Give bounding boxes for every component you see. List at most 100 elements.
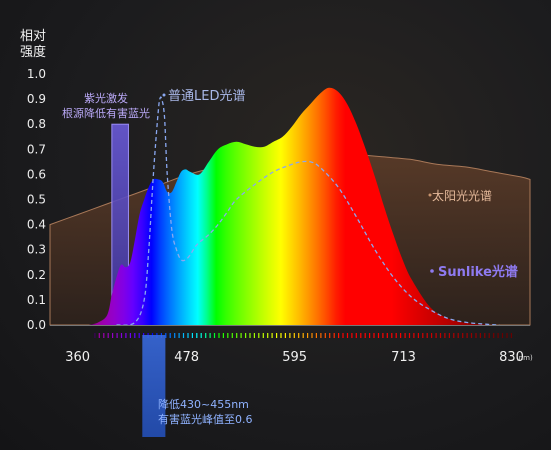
y-axis-ticks: 0.0 0.1 0.2 0.3 0.4 0.5 0.6 0.7 0.8 0.9 1.0 — [27, 67, 46, 332]
wavelength-tick-mark — [448, 333, 450, 338]
wavelength-tick-mark — [258, 333, 260, 338]
wavelength-tick-mark — [245, 333, 247, 338]
wavelength-tick-mark — [311, 333, 313, 338]
x-tick-label: 830 — [499, 350, 524, 365]
wavelength-tick-mark — [510, 333, 512, 338]
legend-dot-sunlight — [428, 193, 432, 197]
y-axis-label-line2: 强度 — [20, 44, 46, 60]
wavelength-tick-mark — [103, 333, 105, 338]
y-tick-label: 0.9 — [27, 92, 46, 106]
annotation-blue-line1: 降低430~455nm — [158, 397, 249, 411]
wavelength-tick-mark — [125, 333, 127, 338]
wavelength-tick-mark — [333, 333, 335, 338]
wavelength-tick-mark — [253, 333, 255, 338]
wavelength-tick-mark — [462, 333, 464, 338]
wavelength-tick-mark — [320, 333, 322, 338]
wavelength-tick-mark — [107, 333, 109, 338]
wavelength-tick-mark — [457, 333, 459, 338]
wavelength-tick-mark — [346, 333, 349, 338]
x-axis-labels: 360 478 595 713 830 — [65, 350, 524, 365]
wavelength-tick-mark — [417, 333, 419, 338]
wavelength-tick-mark — [209, 333, 211, 338]
y-tick-label: 0.1 — [27, 293, 46, 307]
wavelength-tick-mark — [324, 333, 326, 338]
wavelength-tick-mark — [373, 333, 375, 338]
wavelength-tick-mark — [213, 333, 216, 338]
wavelength-tick-mark — [187, 333, 189, 338]
x-tick-label: 360 — [65, 350, 90, 365]
wavelength-tick-mark — [364, 333, 366, 338]
wavelength-tick-mark — [98, 333, 100, 338]
wavelength-tick-mark — [280, 333, 282, 338]
wavelength-tick-mark — [475, 333, 477, 338]
wavelength-tick-mark — [484, 333, 486, 338]
wavelength-tick-mark — [382, 333, 384, 338]
wavelength-tick-mark — [391, 333, 393, 338]
wavelength-tick-mark — [422, 333, 424, 338]
annotation-violet-line1: 紫光激发 — [84, 91, 128, 105]
wavelength-tick-mark — [431, 333, 433, 338]
wavelength-tick-mark — [284, 333, 286, 338]
wavelength-tick-mark — [351, 333, 353, 338]
wavelength-tick-mark — [377, 333, 380, 338]
wavelength-tick-mark — [488, 333, 490, 338]
wavelength-tick-mark — [369, 333, 371, 338]
wavelength-tick-mark — [196, 333, 198, 338]
wavelength-tick-mark — [413, 333, 415, 338]
legend-dot-sunlike — [430, 269, 434, 273]
wavelength-tick-mark — [289, 333, 291, 338]
wavelength-tick-mark — [116, 333, 118, 338]
wavelength-tick-mark — [165, 333, 167, 338]
x-tick-label: 713 — [391, 350, 416, 365]
wavelength-tick-mark — [400, 333, 402, 338]
wavelength-tick-mark — [315, 333, 317, 338]
wavelength-tick-mark — [395, 333, 397, 338]
x-tick-label: 478 — [174, 350, 199, 365]
y-tick-label: 1.0 — [27, 67, 46, 81]
wavelength-tick-mark — [138, 333, 140, 338]
y-tick-label: 0.3 — [27, 243, 46, 257]
wavelength-tick-mark — [222, 333, 224, 338]
wavelength-tick-mark — [293, 333, 295, 338]
wavelength-tick-mark — [506, 333, 508, 338]
wavelength-tick-mark — [386, 333, 388, 338]
wavelength-tick-mark — [174, 333, 176, 338]
wavelength-tick-mark — [200, 333, 202, 338]
wavelength-tick-mark — [94, 333, 96, 338]
wavelength-tick-mark — [178, 333, 180, 338]
wavelength-tick-mark — [191, 333, 193, 338]
wavelength-tick-mark — [342, 333, 344, 338]
wavelength-tick-mark — [276, 333, 278, 338]
x-axis-unit: (nm) — [516, 354, 533, 362]
wavelength-tick-mark — [479, 333, 481, 338]
wavelength-tick-mark — [439, 333, 442, 338]
wavelength-tick-mark — [249, 333, 251, 338]
wavelength-tick-mark — [267, 333, 269, 338]
y-tick-label: 0.8 — [27, 117, 46, 131]
y-axis-label-line1: 相对 — [20, 29, 46, 44]
wavelength-tick-mark — [470, 333, 473, 338]
wavelength-tick-mark — [493, 333, 495, 338]
wavelength-tick-mark — [329, 333, 331, 338]
wavelength-tick-mark — [231, 333, 233, 338]
wavelength-tick-mark — [120, 333, 123, 338]
y-tick-label: 0.2 — [27, 268, 46, 282]
wavelength-tick-mark — [240, 333, 242, 338]
wavelength-tick-mark — [307, 333, 309, 338]
sunlike-spectrum-area — [88, 87, 500, 326]
wavelength-tick-mark — [129, 333, 131, 338]
wavelength-tick-mark — [435, 333, 437, 338]
wavelength-tick-mark — [227, 333, 229, 338]
wavelength-tick-mark — [169, 333, 171, 338]
led-spectrum-curve — [116, 96, 500, 326]
wavelength-tick-mark — [302, 333, 304, 338]
wavelength-tick-mark — [182, 333, 185, 338]
wavelength-tick-mark — [205, 333, 207, 338]
wavelength-tick-mark — [497, 333, 499, 338]
wavelength-tick-mark — [338, 333, 340, 338]
wavelength-tick-mark — [444, 333, 446, 338]
wavelength-tick-mark — [408, 333, 411, 338]
legend-sunlike-spectrum: Sunlike光谱 — [438, 264, 518, 280]
wavelength-tick-mark — [236, 333, 238, 338]
